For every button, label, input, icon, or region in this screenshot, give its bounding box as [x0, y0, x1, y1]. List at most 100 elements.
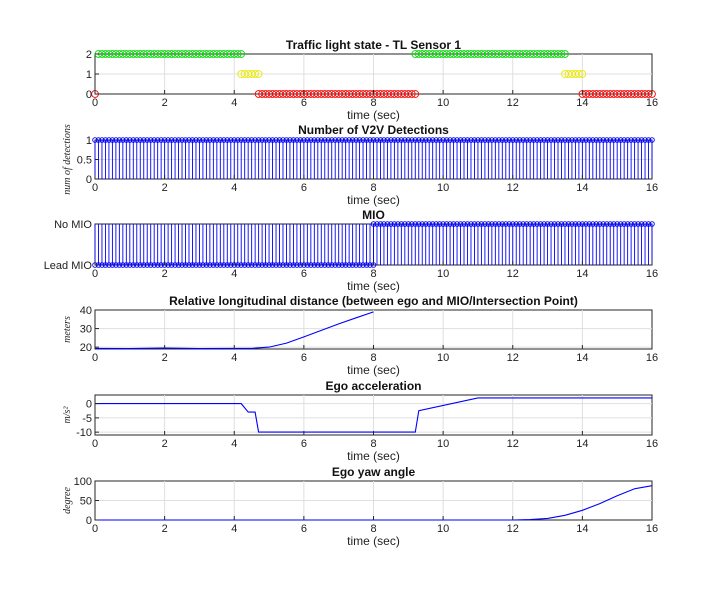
stem-marker	[530, 137, 537, 143]
stem-marker	[189, 137, 196, 143]
stem-marker	[541, 137, 547, 143]
stem-marker	[489, 221, 495, 227]
stem-marker	[610, 221, 617, 227]
stem-marker	[503, 137, 509, 143]
x-tick-label: 16	[646, 523, 658, 535]
stem-marker	[130, 262, 137, 268]
stem-marker	[196, 262, 203, 268]
stem-marker	[210, 137, 217, 143]
stem-marker	[496, 221, 502, 227]
stem-marker	[579, 221, 586, 227]
stem-marker	[221, 137, 227, 143]
stem-marker	[332, 262, 338, 268]
stem-marker	[492, 221, 499, 227]
stem-marker	[137, 262, 144, 268]
stem-marker	[130, 137, 137, 143]
stem-marker	[301, 137, 307, 143]
stem-marker	[391, 137, 398, 143]
y-tick-label: -5	[82, 413, 92, 425]
stem-marker	[429, 221, 436, 227]
stem-marker	[621, 221, 627, 227]
x-tick-label: 8	[370, 352, 376, 364]
x-axis-label: time (sec)	[347, 193, 400, 207]
stem-marker	[523, 221, 530, 227]
x-tick-label: 6	[301, 182, 307, 194]
stem-marker	[245, 137, 251, 143]
stem-marker	[631, 221, 638, 227]
stem-marker	[276, 262, 283, 268]
stem-marker	[280, 137, 286, 143]
stem-marker	[416, 221, 422, 227]
stem-marker	[600, 221, 607, 227]
stem-marker	[436, 221, 443, 227]
stem-marker	[485, 137, 492, 143]
y-tick-label: 100	[74, 476, 92, 488]
stem-marker	[562, 137, 568, 143]
x-tick-label: 0	[92, 268, 98, 280]
stem-marker	[182, 262, 189, 268]
stem-marker	[426, 137, 432, 143]
stem-marker	[339, 262, 345, 268]
stem-marker	[370, 221, 377, 227]
stem-marker	[374, 137, 380, 143]
stem-marker	[635, 221, 641, 227]
stem-marker	[461, 221, 467, 227]
stem-marker	[315, 137, 321, 143]
x-tick-label: 0	[92, 352, 98, 364]
stem-marker	[154, 262, 161, 268]
stem-marker	[569, 221, 575, 227]
stem-marker	[603, 221, 610, 227]
x-tick-label: 6	[301, 97, 307, 109]
x-tick-label: 12	[507, 438, 519, 450]
x-tick-label: 10	[437, 438, 449, 450]
stem-marker	[551, 137, 558, 143]
chart-title: Number of V2V Detections	[298, 123, 449, 137]
stem-marker	[349, 137, 356, 143]
stem-marker	[147, 137, 154, 143]
stem-marker	[429, 137, 436, 143]
stem-marker	[464, 221, 471, 227]
stem-marker	[221, 262, 227, 268]
x-tick-label: 0	[92, 523, 98, 535]
y-tick-label: 40	[80, 305, 92, 317]
stem-marker	[436, 137, 443, 143]
stem-marker	[179, 137, 185, 143]
x-tick-label: 12	[507, 182, 519, 194]
subplot-3: 0 2 4 6 8 10 12 14 16 Lead MIO No MIO MIO time (sec)	[44, 208, 658, 293]
data-layer	[95, 397, 652, 433]
y-axis-label: degree	[62, 487, 73, 514]
stem-marker	[475, 137, 481, 143]
stem-marker	[203, 137, 210, 143]
stem-marker	[297, 137, 304, 143]
stem-marker	[506, 137, 513, 143]
stem-marker	[558, 137, 565, 143]
stem-marker	[555, 221, 561, 227]
stem-marker	[513, 221, 519, 227]
stem-marker	[586, 221, 593, 227]
x-tick-label: 8	[370, 268, 376, 280]
stem-marker	[168, 137, 175, 143]
stem-marker	[367, 262, 373, 268]
stem-marker	[335, 137, 342, 143]
y-tick-label: 0	[86, 399, 92, 411]
stem-marker	[308, 137, 314, 143]
stem-marker	[537, 137, 544, 143]
stem-marker	[506, 221, 513, 227]
stem-marker	[228, 262, 234, 268]
x-tick-label: 6	[301, 523, 307, 535]
x-tick-label: 16	[646, 97, 658, 109]
stem-marker	[147, 262, 154, 268]
stem-marker	[617, 221, 624, 227]
stem-marker	[102, 137, 109, 143]
stem-marker	[628, 221, 634, 227]
stem-marker	[433, 137, 439, 143]
stem-marker	[492, 137, 499, 143]
stem-marker	[127, 262, 133, 268]
stem-marker	[363, 262, 370, 268]
stem-marker	[186, 137, 192, 143]
x-tick-label: 6	[301, 438, 307, 450]
stem-marker	[610, 137, 617, 143]
stem-marker	[516, 221, 523, 227]
stem-marker	[123, 262, 130, 268]
x-tick-label: 10	[437, 97, 449, 109]
